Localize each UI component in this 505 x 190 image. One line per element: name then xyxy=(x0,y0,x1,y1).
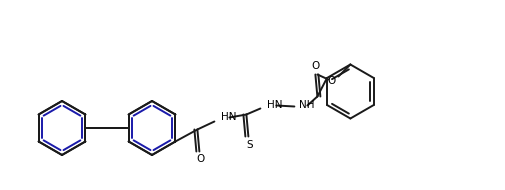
Text: O: O xyxy=(196,154,204,165)
Text: O: O xyxy=(311,62,319,71)
Text: HN: HN xyxy=(267,101,282,111)
Text: S: S xyxy=(245,139,252,150)
Text: NH: NH xyxy=(299,101,314,111)
Text: HN: HN xyxy=(221,112,236,123)
Text: O: O xyxy=(327,77,335,86)
